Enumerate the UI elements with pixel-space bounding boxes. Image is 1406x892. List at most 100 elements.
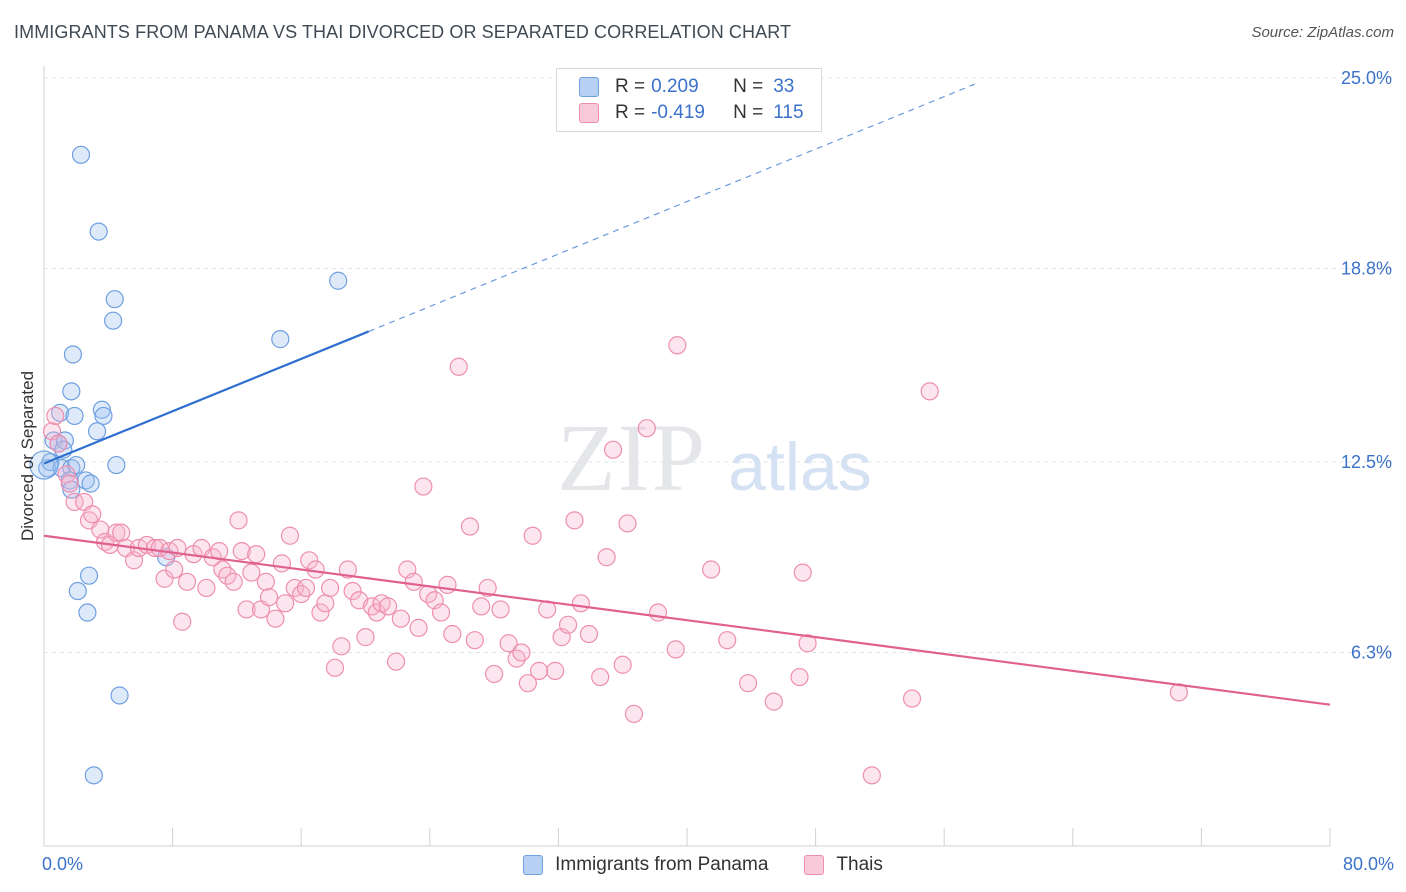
data-point [472,597,491,616]
data-point [112,523,131,542]
data-point [404,572,423,591]
data-point [89,222,108,241]
data-point [449,357,468,376]
data-point [60,474,79,493]
data-point [332,637,351,656]
chart-title: IMMIGRANTS FROM PANAMA VS THAI DIVORCED … [14,22,792,42]
data-point [597,548,616,567]
y-tick-label: 12.5% [1341,452,1392,472]
x-tick-label: 0.0% [42,854,83,874]
data-point [92,400,111,419]
data-point [485,664,504,684]
data-point [83,505,102,524]
legend-swatch-panama [523,855,544,875]
data-point [71,145,91,164]
data-point [862,766,881,785]
data-point [316,594,335,613]
data-point [107,455,126,475]
data-point [546,661,565,680]
data-point [920,382,939,401]
data-point [296,578,316,598]
n-value: 115 [773,102,804,123]
data-point [512,643,531,662]
source-label: Source: ZipAtlas.com [1251,24,1394,41]
data-point [259,588,279,607]
data-point [565,511,584,530]
data-point [637,419,656,438]
data-point [65,406,84,426]
data-point [499,634,518,653]
series-legend: Immigrants from Panama Thais [0,852,1406,878]
data-point [280,526,300,545]
r-value: -0.419 [651,102,705,123]
data-point [618,514,637,533]
data-point [624,704,644,724]
data-point [81,474,100,493]
data-point [738,674,758,693]
data-point [356,628,375,647]
stats-legend: R = 0.209 N = 33 R = -0.419 N = 115 [556,68,822,132]
data-point [242,563,261,582]
data-point [518,674,537,693]
r-value: 0.209 [651,76,699,97]
data-point [29,450,59,480]
data-point [431,603,451,622]
data-point [591,667,610,687]
data-point [104,311,123,330]
legend-row-thais: R = -0.419 N = 115 [579,101,804,125]
data-point [46,406,65,426]
data-point [648,603,668,622]
data-point [224,572,243,591]
data-point [343,581,362,601]
n-label: N = [733,102,764,123]
data-point [465,631,484,650]
data-point [306,560,325,579]
legend-item-thais: Thais [804,854,883,876]
data-point [271,330,290,349]
data-point [558,615,578,634]
data-point [84,766,103,785]
data-point [321,578,340,598]
trend-layer [43,83,1331,706]
n-value: 33 [773,76,795,97]
data-point [49,434,68,453]
data-point [414,477,433,496]
n-label: N = [733,76,764,97]
data-point [386,652,406,671]
data-point [65,492,84,512]
data-point [110,686,129,705]
data-point [173,612,192,631]
data-point [613,655,632,674]
data-point [571,594,591,613]
data-point [530,661,549,680]
data-point [50,403,70,422]
data-point [603,440,623,459]
x-tick-label: 80.0% [1343,854,1394,874]
data-point [793,563,812,582]
data-point [764,692,783,711]
data-point [790,667,809,687]
legend-label-panama: Immigrants from Panama [555,854,769,875]
data-point [78,603,97,622]
data-point [579,624,599,644]
data-point [391,609,410,628]
data-point [367,603,386,622]
data-point [272,554,292,573]
data-point [87,422,107,441]
data-point [197,578,216,598]
data-point [237,600,256,619]
trend-line-panama [43,330,370,465]
data-point [67,455,86,475]
y-axis-label: Divorced or Separated [18,370,37,542]
data-point [478,578,497,598]
data-point [329,271,348,290]
r-label: R = [615,102,646,123]
grid-lines [44,77,1392,653]
legend-label-thais: Thais [836,854,883,875]
data-point [107,523,126,542]
legend-item-panama: Immigrants from Panama [523,854,768,876]
data-point [438,575,457,594]
data-point [229,511,248,530]
data-point [63,345,83,364]
